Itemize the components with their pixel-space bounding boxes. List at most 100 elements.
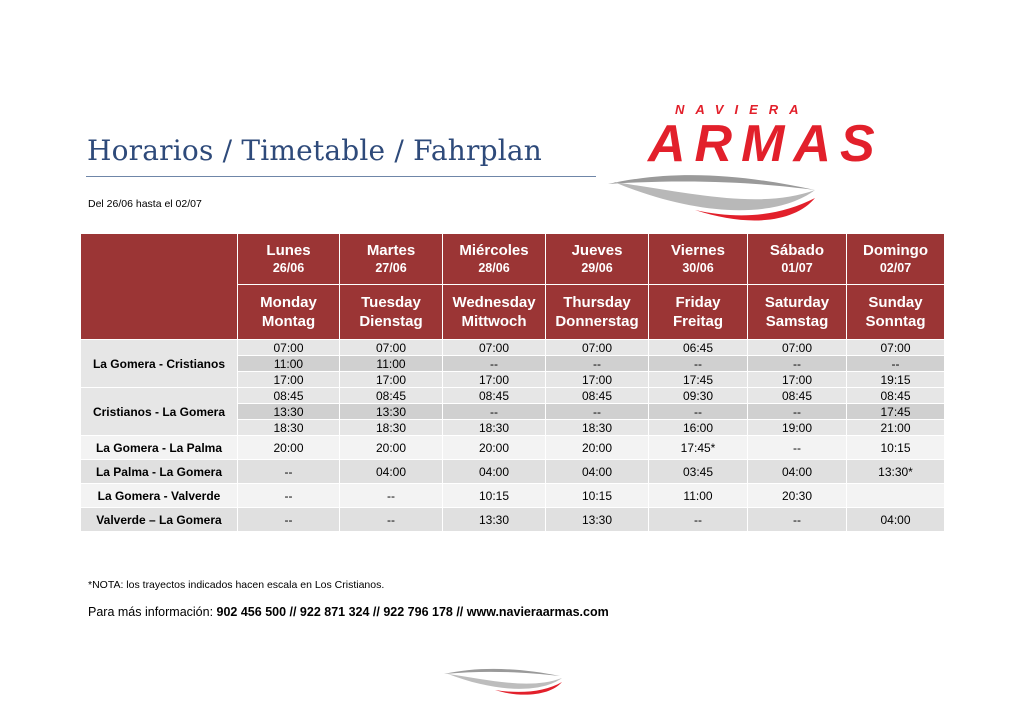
contact-label: Para más información: [88, 605, 217, 619]
departure-time: 11:00 [237, 355, 340, 372]
departure-time: 18:30 [339, 419, 443, 436]
departure-time: 19:00 [747, 419, 847, 436]
day-header-en-de: Monday Montag [237, 284, 340, 340]
departure-time [846, 483, 945, 508]
departure-time: -- [339, 507, 443, 532]
day-name-de: Freitag [672, 313, 723, 330]
day-name-de: Samstag [765, 313, 829, 330]
day-name-de: Sonntag [865, 313, 926, 330]
departure-time: 13:30 [339, 403, 443, 420]
departure-time: -- [237, 483, 340, 508]
departure-time: -- [747, 355, 847, 372]
table-row: 11:00 11:00 -- -- -- -- -- [81, 355, 945, 372]
departure-time: 03:45 [648, 459, 748, 484]
departure-time: 17:45 [846, 403, 945, 420]
departure-time: -- [747, 403, 847, 420]
day-name-es: Jueves [571, 242, 623, 259]
departure-time: 17:45 [648, 371, 748, 388]
day-header-es: Martes 27/06 [339, 233, 443, 285]
day-header-en-de: Thursday Donnerstag [545, 284, 649, 340]
day-name-es: Viernes [671, 242, 725, 259]
title-underline [86, 176, 596, 177]
table-row: 18:30 18:30 18:30 18:30 16:00 19:00 21:00 [81, 419, 945, 436]
logo-swoosh-grey [608, 175, 815, 190]
day-header-es: Jueves 29/06 [545, 233, 649, 285]
day-header-en-de: Tuesday Dienstag [339, 284, 443, 340]
departure-time: 17:00 [747, 371, 847, 388]
route-name: Valverde – La Gomera [80, 507, 238, 532]
day-name-de: Montag [261, 313, 316, 330]
day-date: 02/07 [879, 261, 912, 275]
departure-time: 04:00 [545, 459, 649, 484]
day-name-de: Dienstag [359, 313, 423, 330]
day-date: 27/06 [375, 261, 407, 275]
departure-time: -- [545, 403, 649, 420]
departure-time: 11:00 [339, 355, 443, 372]
contact-info: Para más información: 902 456 500 // 922… [88, 605, 609, 619]
departure-time: 07:00 [747, 339, 847, 356]
footnote: *NOTA: los trayectos indicados hacen esc… [88, 579, 385, 591]
logo-main-text: ARMAS [646, 115, 884, 173]
day-name-en: Tuesday [361, 294, 421, 311]
departure-time: -- [846, 355, 945, 372]
table-row: La Palma - La Gomera -- 04:00 04:00 04:00 03:… [80, 459, 945, 484]
day-header-en-de: Wednesday Mittwoch [442, 284, 546, 340]
table-row: 13:30 13:30 -- -- -- -- 17:45 [81, 403, 945, 420]
day-header-en-de: Sunday Sonntag [846, 284, 945, 340]
departure-time: 13:30* [846, 459, 945, 484]
departure-time: 04:00 [339, 459, 443, 484]
departure-time: 10:15 [442, 483, 546, 508]
departure-time: -- [545, 355, 649, 372]
day-name-es: Sábado [769, 242, 825, 259]
route-name: La Gomera - Valverde [80, 483, 238, 508]
day-name-es: Domingo [863, 242, 928, 259]
header-row-en-de: Monday Montag Tuesday Dienstag Wednesday Mitt… [81, 284, 945, 340]
departure-time: 17:00 [442, 371, 546, 388]
table-row: 17:00 17:00 17:00 17:00 17:45 17:00 19:15 [81, 371, 945, 388]
date-range: Del 26/06 hasta el 02/07 [88, 198, 202, 210]
day-date: 28/06 [478, 261, 510, 275]
departure-time: 06:45 [648, 339, 748, 356]
day-name-es: Martes [366, 242, 416, 259]
logo-swoosh-red [695, 198, 815, 221]
departure-time: -- [648, 507, 748, 532]
day-name-en: Wednesday [452, 294, 536, 311]
departure-time: 08:45 [339, 387, 443, 404]
departure-time: 19:15 [846, 371, 945, 388]
day-header-es: Domingo 02/07 [846, 233, 945, 285]
day-name-es: Lunes [266, 242, 311, 259]
logo-top-text: NAVIERA [675, 102, 810, 117]
departure-time: 20:00 [442, 435, 546, 460]
day-date: 30/06 [682, 261, 714, 275]
departure-time: 04:00 [442, 459, 546, 484]
day-header-es: Viernes 30/06 [648, 233, 748, 285]
departure-time: 08:45 [846, 387, 945, 404]
day-name-de: Mittwoch [461, 313, 527, 330]
departure-time: 08:45 [545, 387, 649, 404]
departure-time: 20:00 [545, 435, 649, 460]
timetable: Lunes 26/06 Martes 27/06 Miércoles 28/06 Jueve… [80, 233, 945, 532]
route-name: Cristianos - La Gomera [80, 387, 238, 436]
route-name: La Palma - La Gomera [80, 459, 238, 484]
departure-time: -- [442, 403, 546, 420]
departure-time: 16:00 [648, 419, 748, 436]
departure-time: 20:30 [747, 483, 847, 508]
departure-time: 20:00 [237, 435, 340, 460]
departure-time: 13:30 [237, 403, 340, 420]
departure-time: 17:00 [237, 371, 340, 388]
day-name-es: Miércoles [459, 242, 529, 259]
departure-time: 07:00 [545, 339, 649, 356]
departure-time: -- [339, 483, 443, 508]
departure-time: 20:00 [339, 435, 443, 460]
departure-time: 07:00 [442, 339, 546, 356]
departure-time: 18:30 [442, 419, 546, 436]
table-row: La Gomera - Cristianos 07:00 07:00 07:00 07:… [80, 339, 945, 388]
day-date: 29/06 [581, 261, 613, 275]
departure-time: 08:45 [747, 387, 847, 404]
departure-time: 08:45 [442, 387, 546, 404]
route-name: La Gomera - Cristianos [80, 339, 238, 388]
departure-time: 09:30 [648, 387, 748, 404]
departure-time: -- [648, 355, 748, 372]
day-date: 26/06 [272, 261, 305, 275]
logo-swoosh-grey-2 [614, 182, 815, 211]
